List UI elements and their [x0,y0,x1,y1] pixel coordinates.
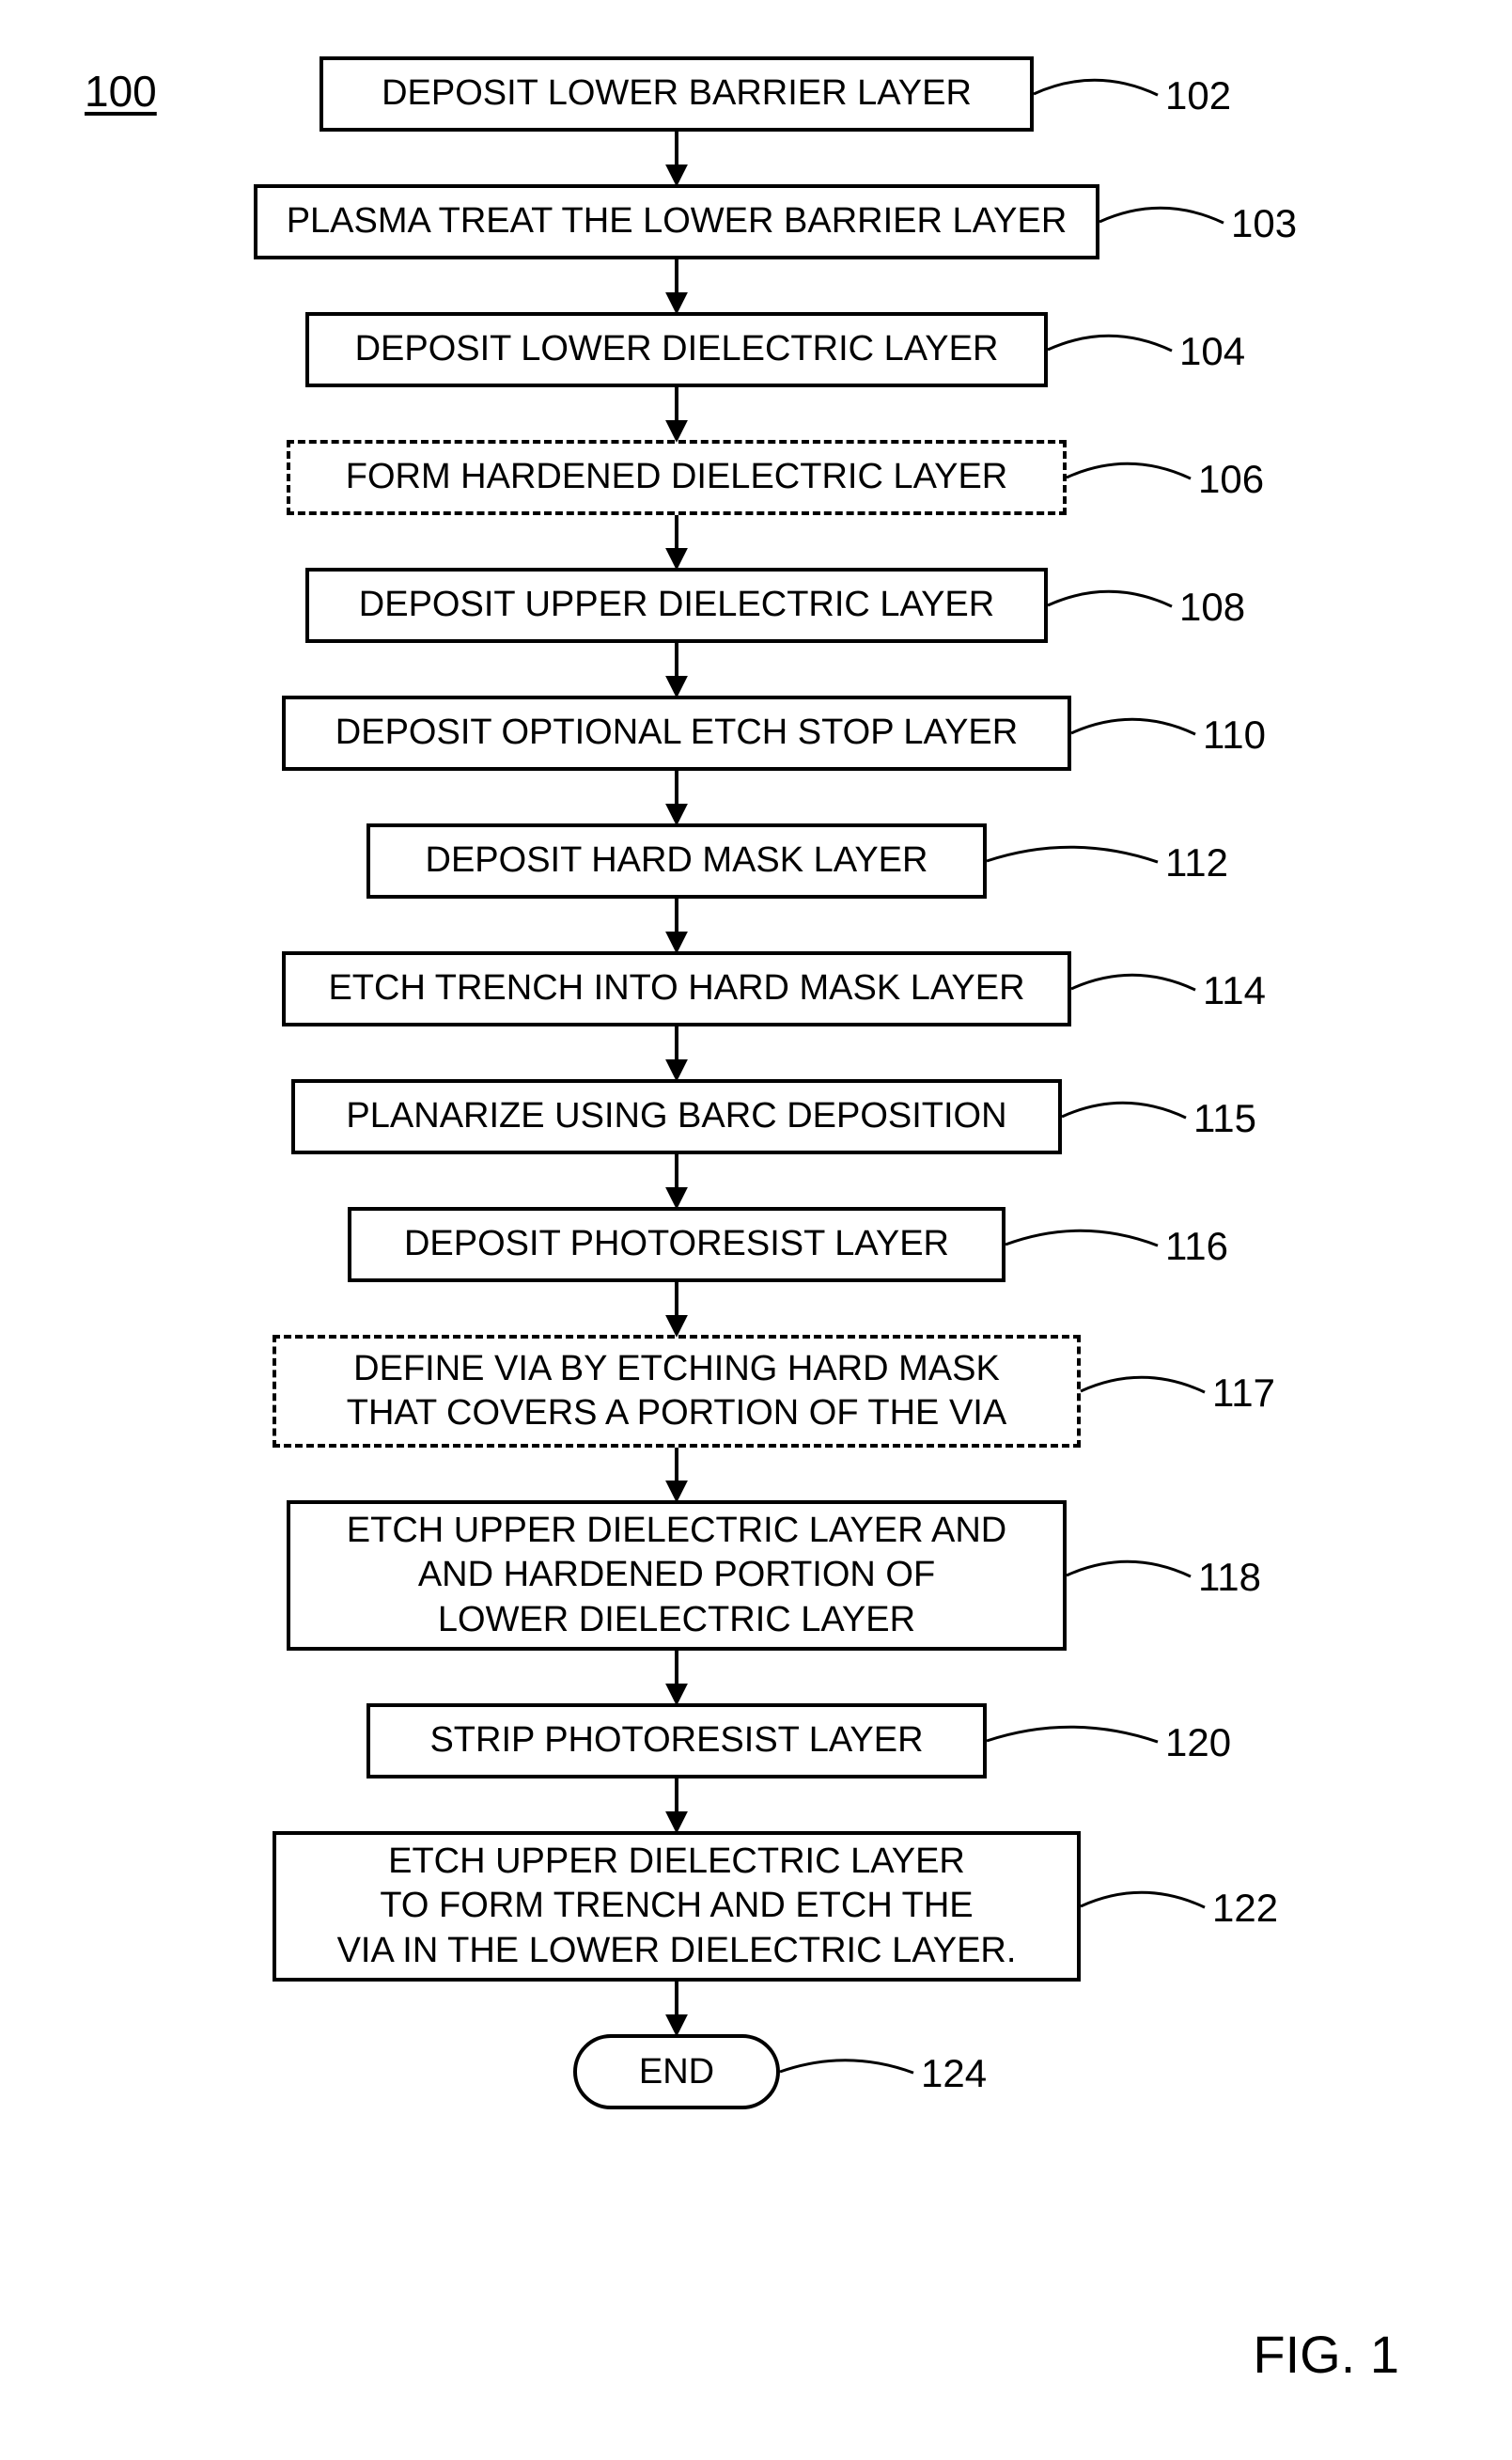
flow-step-label-112: 112 [1165,840,1228,885]
flow-step-text: ETCH TRENCH INTO HARD MASK LAYER [328,966,1024,1011]
figure-caption: FIG. 1 [1253,2324,1399,2385]
flow-step-text: PLANARIZE USING BARC DEPOSITION [346,1094,1006,1139]
flow-step-label-102: 102 [1165,73,1231,118]
flow-step-text: DEPOSIT PHOTORESIST LAYER [404,1222,949,1267]
flow-step-120: STRIP PHOTORESIST LAYER [366,1703,987,1778]
flow-step-text: DEPOSIT UPPER DIELECTRIC LAYER [359,583,994,628]
flow-step-text: DEPOSIT HARD MASK LAYER [426,838,928,884]
flow-step-label-115: 115 [1193,1096,1256,1141]
flow-step-text: ETCH UPPER DIELECTRIC LAYER AND AND HARD… [347,1509,1006,1643]
flow-step-114: ETCH TRENCH INTO HARD MASK LAYER [282,951,1071,1026]
flow-step-text: DEFINE VIA BY ETCHING HARD MASK THAT COV… [347,1347,1006,1436]
flow-step-text: DEPOSIT OPTIONAL ETCH STOP LAYER [335,711,1018,756]
flow-step-text: DEPOSIT LOWER BARRIER LAYER [382,71,972,117]
flow-step-label-122: 122 [1212,1886,1278,1931]
flow-step-108: DEPOSIT UPPER DIELECTRIC LAYER [305,568,1048,643]
flow-step-117: DEFINE VIA BY ETCHING HARD MASK THAT COV… [273,1335,1081,1448]
figure-ref-number: 100 [85,66,157,117]
flow-end: END [573,2034,780,2109]
flow-step-label-108: 108 [1179,585,1245,630]
flow-step-label-104: 104 [1179,329,1245,374]
flow-step-116: DEPOSIT PHOTORESIST LAYER [348,1207,1005,1282]
flow-step-label-103: 103 [1231,201,1297,246]
flow-step-text: DEPOSIT LOWER DIELECTRIC LAYER [355,327,999,372]
flow-end-label: END [639,2052,714,2092]
flow-step-106: FORM HARDENED DIELECTRIC LAYER [287,440,1067,515]
flow-step-104: DEPOSIT LOWER DIELECTRIC LAYER [305,312,1048,387]
flow-step-label-114: 114 [1203,968,1266,1013]
flow-step-label-120: 120 [1165,1720,1231,1765]
flow-step-label-106: 106 [1198,457,1264,502]
flow-step-text: PLASMA TREAT THE LOWER BARRIER LAYER [287,199,1068,244]
flow-step-102: DEPOSIT LOWER BARRIER LAYER [320,56,1034,132]
flow-step-103: PLASMA TREAT THE LOWER BARRIER LAYER [254,184,1099,259]
flow-end-id: 124 [921,2051,987,2096]
flow-step-115: PLANARIZE USING BARC DEPOSITION [291,1079,1062,1154]
flow-step-text: ETCH UPPER DIELECTRIC LAYER TO FORM TREN… [337,1840,1017,1974]
flow-step-label-117: 117 [1212,1371,1275,1416]
flow-step-118: ETCH UPPER DIELECTRIC LAYER AND AND HARD… [287,1500,1067,1651]
flow-step-110: DEPOSIT OPTIONAL ETCH STOP LAYER [282,696,1071,771]
flowchart-canvas: 100 FIG. 1 DEPOSIT LOWER BARRIER LAYER 10… [0,0,1512,2460]
flow-step-label-110: 110 [1203,713,1266,758]
flow-step-text: FORM HARDENED DIELECTRIC LAYER [346,455,1008,500]
flow-step-label-116: 116 [1165,1224,1228,1269]
flow-step-label-118: 118 [1198,1555,1261,1600]
flow-step-text: STRIP PHOTORESIST LAYER [429,1718,923,1763]
flow-step-112: DEPOSIT HARD MASK LAYER [366,823,987,899]
flow-step-122: ETCH UPPER DIELECTRIC LAYER TO FORM TREN… [273,1831,1081,1982]
